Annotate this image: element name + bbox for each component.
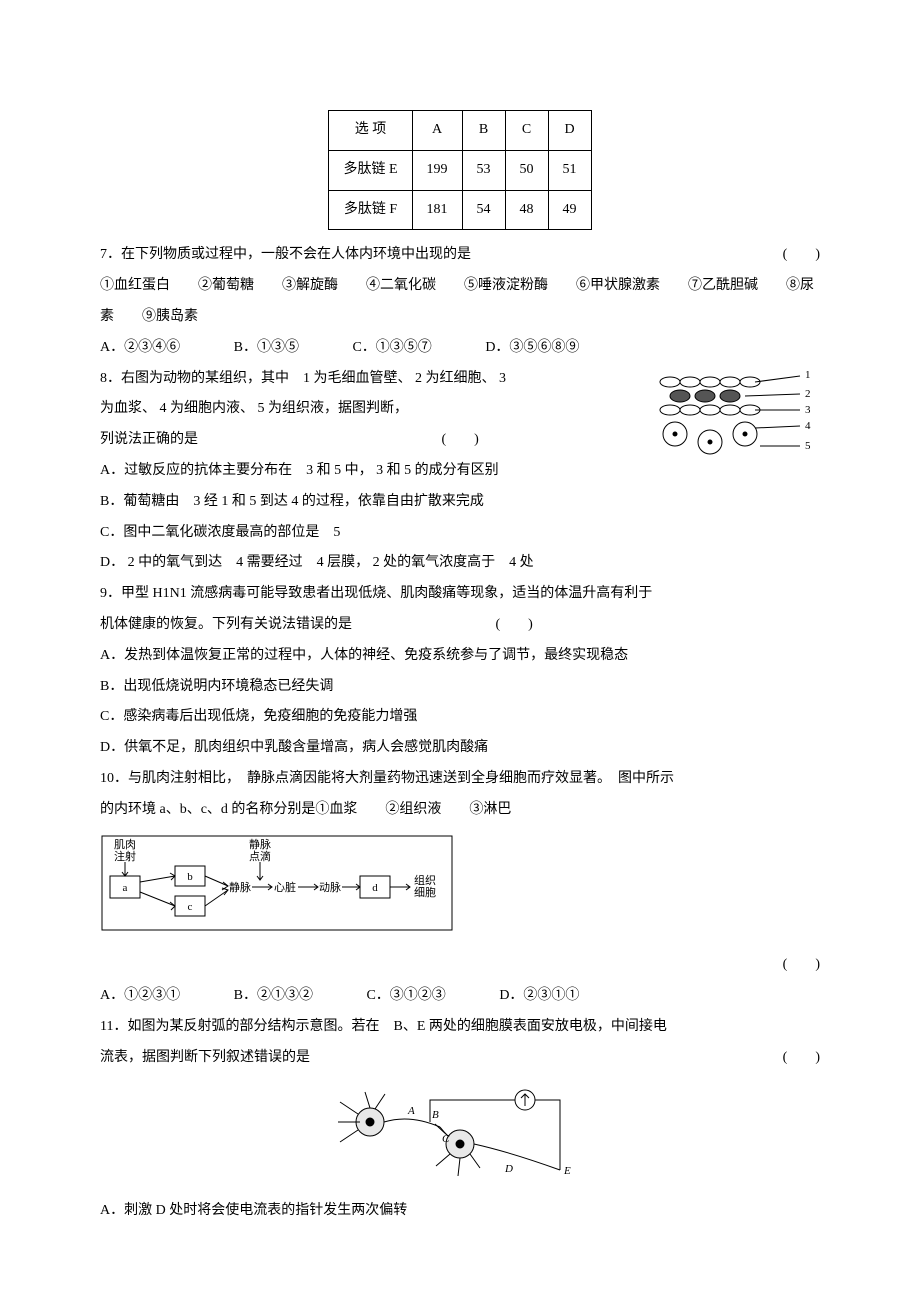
q8-block: 1 2 3 4 5 8．右图为动物的某组织，其中 1 为毛细血管壁、 2 为红细… (100, 364, 820, 580)
opt-B: B．出现低烧说明内环境稳态已经失调 (100, 672, 820, 703)
node-inject-l2: 注射 (114, 849, 136, 863)
node-heart: 心脏 (274, 881, 296, 894)
fig-label: A (407, 1105, 415, 1117)
q9-l2: 机体健康的恢复。下列有关说法错误的是 ( ) (100, 610, 820, 641)
neuron-diagram-icon: A B C D E (330, 1082, 590, 1192)
answer-blank: ( ) (783, 950, 820, 981)
opt-C: C．③①②③ (366, 981, 445, 1012)
fig-label: 2 (805, 388, 811, 400)
peptide-table: 选 项 A B C D 多肽链 E 199 53 50 51 多肽链 F 181… (328, 110, 591, 230)
q10-l2: 的内环境 a、b、c、d 的名称分别是①血浆 ②组织液 ③淋巴 (100, 795, 820, 826)
opt-D: D． 2 中的氧气到达 4 需要经过 4 层膜， 2 处的氧气浓度高于 4 处 (100, 548, 820, 579)
opt-A: A．②③④⑥ (100, 333, 180, 364)
node-d: d (372, 882, 378, 894)
cell: 53 (462, 150, 505, 190)
node-c: c (188, 901, 193, 913)
q8-l3-text: 列说法正确的是 (100, 432, 198, 447)
table-row: 多肽链 F 181 54 48 49 (329, 190, 591, 230)
opt-B: B．葡萄糖由 3 经 1 和 5 到达 4 的过程，依靠自由扩散来完成 (100, 487, 820, 518)
opt-B: B．①③⑤ (234, 333, 299, 364)
opt-D: D．供氧不足，肌肉组织中乳酸含量增高，病人会感觉肌肉酸痛 (100, 733, 820, 764)
cell: 多肽链 F (329, 190, 412, 230)
fig-label: 3 (805, 404, 811, 416)
answer-blank: ( ) (783, 240, 820, 271)
q7-stem-text: 7．在下列物质或过程中，一般不会在人体内环境中出现的是 (100, 247, 471, 262)
opt-A: A．①②③① (100, 981, 180, 1012)
fig-label: B (432, 1109, 439, 1121)
q11-l1: 11．如图为某反射弧的部分结构示意图。若在 B、E 两处的细胞膜表面安放电极，中… (100, 1012, 820, 1043)
node-b: b (187, 871, 193, 883)
answer-blank: ( ) (442, 432, 479, 447)
fig-label: 1 (805, 369, 811, 381)
table-header-row: 选 项 A B C D (329, 111, 591, 151)
opt-C: C．图中二氧化碳浓度最高的部位是 5 (100, 518, 820, 549)
flow-diagram-icon: 肌肉 注射 静脉 点滴 a b c 静脉 心脏 动脉 d 组织 细胞 (100, 834, 460, 934)
opt-C: C．感染病毒后出现低烧，免疫细胞的免疫能力增强 (100, 702, 820, 733)
th-C: C (505, 111, 548, 151)
q11-l2: 流表，据图判断下列叙述错误的是 ( ) (100, 1043, 820, 1074)
opt-B: B．②①③② (234, 981, 313, 1012)
q7-stem: 7．在下列物质或过程中，一般不会在人体内环境中出现的是 ( ) (100, 240, 820, 271)
node-tissue-l1: 组织 (414, 873, 436, 887)
node-inject-l1: 肌肉 (114, 838, 136, 851)
th-opt: 选 项 (329, 111, 412, 151)
fig-label: D (504, 1163, 513, 1175)
cell: 51 (548, 150, 591, 190)
opt-D: D．②③①① (499, 981, 579, 1012)
node-a: a (123, 882, 128, 894)
q10-l1: 10．与肌肉注射相比， 静脉点滴因能将大剂量药物迅速送到全身细胞而疗效显著。 图… (100, 764, 820, 795)
th-D: D (548, 111, 591, 151)
opt-A: A．刺激 D 处时将会使电流表的指针发生两次偏转 (100, 1196, 820, 1227)
cell: 181 (412, 190, 462, 230)
opt-D: D．③⑤⑥⑧⑨ (485, 333, 579, 364)
opt-A: A．发热到体温恢复正常的过程中，人体的神经、免疫系统参与了调节，最终实现稳态 (100, 641, 820, 672)
fig-label: E (563, 1165, 571, 1177)
opt-C: C．①③⑤⑦ (352, 333, 431, 364)
cell: 48 (505, 190, 548, 230)
node-drip-l1: 静脉 (249, 837, 271, 851)
th-B: B (462, 111, 505, 151)
cell: 50 (505, 150, 548, 190)
node-vein: 静脉 (229, 880, 251, 894)
cell: 54 (462, 190, 505, 230)
q9-l2-text: 机体健康的恢复。下列有关说法错误的是 (100, 617, 352, 632)
table-row: 多肽链 E 199 53 50 51 (329, 150, 591, 190)
answer-blank: ( ) (783, 1043, 820, 1074)
node-drip-l2: 点滴 (249, 849, 271, 863)
q10-options: A．①②③① B．②①③② C．③①②③ D．②③①① (100, 981, 820, 1012)
q7-items: ①血红蛋白 ②葡萄糖 ③解旋酶 ④二氧化碳 ⑤唾液淀粉酶 ⑥甲状腺激素 ⑦乙酰胆… (100, 271, 820, 333)
q9-l1: 9．甲型 H1N1 流感病毒可能导致患者出现低烧、肌肉酸痛等现象，适当的体温升高… (100, 579, 820, 610)
fig-label: C (442, 1133, 450, 1145)
q8-l3: 列说法正确的是 ( ) (100, 425, 820, 456)
cell: 多肽链 E (329, 150, 412, 190)
answer-blank: ( ) (496, 617, 533, 632)
node-tissue-l2: 细胞 (414, 886, 436, 899)
cell: 49 (548, 190, 591, 230)
q7-options: A．②③④⑥ B．①③⑤ C．①③⑤⑦ D．③⑤⑥⑧⑨ (100, 333, 820, 364)
th-A: A (412, 111, 462, 151)
q11-l2-text: 流表，据图判断下列叙述错误的是 (100, 1050, 310, 1065)
node-artery: 动脉 (319, 880, 341, 894)
cell: 199 (412, 150, 462, 190)
